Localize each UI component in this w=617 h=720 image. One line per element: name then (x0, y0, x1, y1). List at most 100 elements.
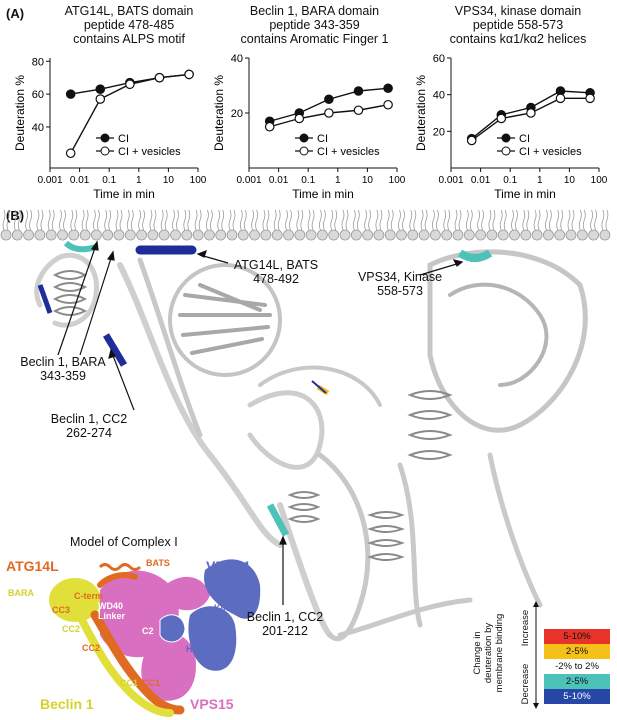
structure-figure (0, 209, 611, 717)
lipid-head (599, 229, 611, 241)
data-point-ci (383, 83, 393, 94)
chart-1-title: ATG14L, BATS domain peptide 478-485 cont… (44, 4, 214, 46)
x-tick-label: 1 (136, 175, 142, 186)
lipid-tail (375, 209, 379, 231)
lipid-tail (115, 209, 119, 231)
colorbar-title-line-2: deuteration by (483, 622, 494, 684)
lipid-tail (549, 209, 552, 231)
lipid-tail (262, 209, 266, 231)
lipid-head (339, 229, 351, 241)
lipid-head (316, 229, 328, 241)
lipid-tail (108, 209, 112, 231)
lipid-head (79, 229, 91, 241)
lipid-tail (85, 209, 89, 231)
colorbar: 5-10% 2-5% -2% to 2% 2-5% 5-10% (544, 629, 610, 704)
label-beclin-cc2-201: Beclin 1, CC2 201-212 (230, 610, 340, 638)
lipid-head (23, 229, 35, 241)
lipid-head (102, 229, 114, 241)
lipid-tail (386, 209, 390, 231)
lipid-tail (379, 209, 383, 231)
data-point-ci (95, 84, 106, 94)
lipid-tail (469, 209, 473, 231)
label-atg14l-bats-line-1: ATG14L, BATS (233, 258, 319, 272)
lipid-tail (300, 209, 304, 231)
colorbar-title-line-1: Change in (472, 631, 483, 675)
lipid-head (91, 229, 102, 241)
chart-1-title-line-3: contains ALPS motif (73, 32, 185, 46)
chart-3-title-line-3: contains kα1/kα2 helices (449, 32, 587, 46)
vps34-kinase-segment (457, 249, 493, 262)
chart-2: 20 40 0.001 0.01 0.1 1 10 100 Time in min Deutera… (212, 53, 406, 201)
lipid-head (396, 229, 407, 241)
lipid-tail (251, 209, 254, 231)
lipid-tail (130, 209, 134, 231)
model-label-cc2-orange: CC2 (82, 643, 101, 653)
chart-1-title-line-1: ATG14L, BATS domain (64, 4, 194, 18)
lipid-tail (59, 209, 62, 231)
lipid-tail (2, 209, 6, 231)
lipid-tail (341, 209, 345, 231)
lipid-tail (465, 209, 469, 231)
lipid-tail (488, 209, 492, 231)
chart-1: 40 60 80 0.001 0.01 0.1 1 10 100 Time in min Deute… (13, 56, 207, 201)
x-tick-label: 10 (163, 175, 175, 186)
colorbar-cell-1: 5-10% (544, 629, 610, 644)
lipid-tail (51, 209, 55, 231)
lipid-tail (356, 209, 360, 231)
chart-2-title-line-3: contains Aromatic Finger 1 (240, 32, 389, 46)
label-vps34-kinase: VPS34, Kinase 558-573 (350, 270, 450, 298)
label-beclin-cc2-201-line-2: 201-212 (262, 624, 308, 638)
beclin-cc2-262-segment (102, 333, 128, 367)
model-label-vps15: VPS15 (190, 696, 234, 712)
lipid-tail (567, 209, 571, 231)
label-beclin-bara-line-2: 343-359 (40, 369, 86, 383)
lipid-tail (526, 209, 530, 231)
lipid-tail (138, 209, 141, 231)
lipid-tail (503, 209, 507, 231)
lipid-tail (511, 209, 514, 231)
beclin-cc2-201-segment (266, 503, 290, 537)
lipid-head (475, 229, 487, 241)
lipid-head (124, 229, 136, 241)
lipid-head (271, 229, 283, 241)
lipid-tail (345, 209, 349, 231)
lipid-tail (545, 209, 548, 231)
data-point-ci-vesicles (264, 121, 275, 132)
legend-marker (299, 146, 309, 156)
chart-3-title: VPS34, kinase domain peptide 558-573 con… (428, 4, 608, 46)
lipid-head (497, 229, 509, 241)
lipid-tail (352, 209, 356, 231)
lipid-head (294, 229, 306, 241)
lipid-head (260, 229, 272, 241)
lipid-head (565, 229, 577, 241)
chart-2-title-line-1: Beclin 1, BARA domain (249, 4, 380, 18)
lipid-tail (183, 209, 187, 231)
protein-ribbons (34, 249, 588, 642)
lipid-tail (277, 209, 281, 231)
atg14l-cterm-shape (97, 572, 138, 588)
legend-label: CI + vesicles (519, 146, 582, 158)
lipid-tail (36, 209, 40, 231)
y-tick-label: 40 (231, 53, 243, 65)
legend-marker (100, 133, 110, 143)
lipid-tail (447, 209, 451, 231)
lipid-tail (70, 209, 74, 231)
lipid-tail (63, 209, 66, 231)
lipid-tail (432, 209, 435, 231)
complex-model (49, 559, 261, 717)
x-tick-label: 0.1 (301, 175, 315, 186)
data-point-ci-vesicles (555, 93, 566, 104)
colorbar-arrow-icon (533, 601, 539, 709)
data-point-ci-vesicles (95, 94, 106, 104)
lipid-tail (198, 209, 202, 231)
y-tick-label: 60 (433, 53, 445, 65)
lipid-head (384, 229, 396, 241)
model-label-linker: Linker (98, 611, 126, 621)
lipid-tail (149, 209, 153, 231)
lipid-head (441, 229, 453, 241)
lipid-head (328, 229, 340, 241)
lipid-head (170, 229, 181, 241)
legend-label: CI + vesicles (118, 146, 181, 158)
vps15-helical-shape (141, 634, 196, 701)
lipid-head (350, 229, 362, 241)
